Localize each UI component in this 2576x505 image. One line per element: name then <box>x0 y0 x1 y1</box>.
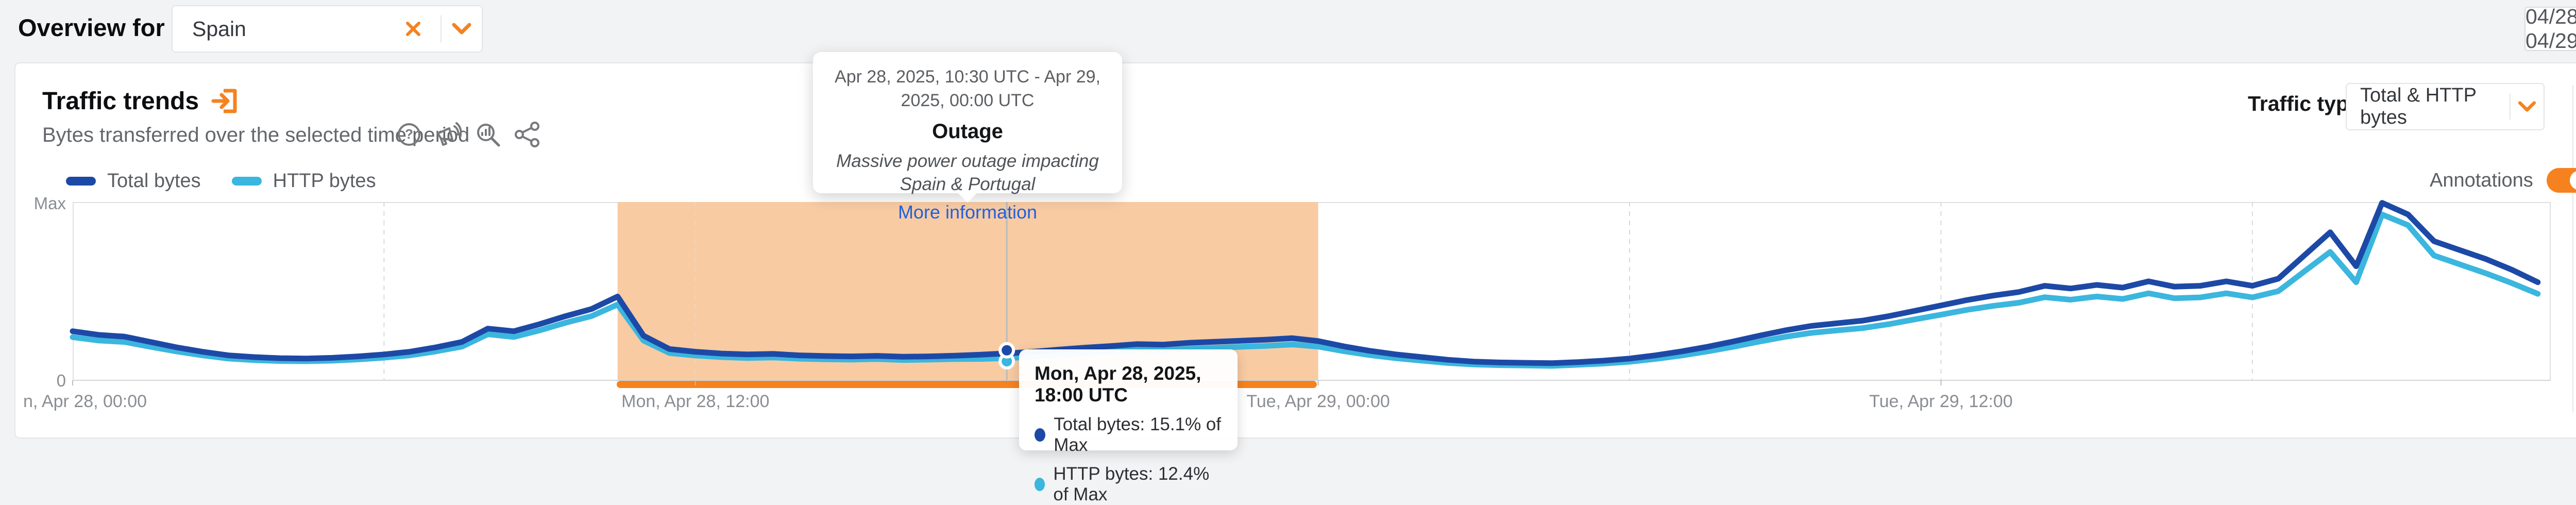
traffic-trends-chart[interactable] <box>70 200 2551 388</box>
x-axis-label: Tue, Apr 29, 12:00 <box>1869 392 2013 411</box>
clear-location-icon[interactable] <box>404 20 440 38</box>
http-bytes-legend-label: HTTP bytes <box>273 170 376 192</box>
traffic-type-value: Total & HTTP bytes <box>2360 85 2477 128</box>
annotations-label: Annotations <box>2430 169 2533 191</box>
hover-timestamp: Mon, Apr 28, 2025, 18:00 UTC <box>1035 363 1201 406</box>
question-circle-icon[interactable]: ? <box>397 122 421 147</box>
protocols-other-legend[interactable]: Other <box>2568 356 2576 380</box>
megaphone-icon[interactable] <box>435 122 462 147</box>
x-axis-label: n, Apr 28, 00:00 <box>23 392 147 411</box>
traffic-type-chevron-down-icon[interactable] <box>2511 100 2544 113</box>
total-bytes-dot <box>1035 428 1046 442</box>
hover-tooltip: Mon, Apr 28, 2025, 18:00 UTC Total bytes… <box>1019 349 1238 504</box>
annotations-toggle[interactable] <box>2546 168 2576 193</box>
http-share-value: 84.9% <box>2568 175 2576 211</box>
x-axis-label: Mon, Apr 28, 12:00 <box>621 392 770 411</box>
section-divider <box>2572 85 2573 412</box>
hover-http-value: HTTP bytes: 12.4% of Max <box>1053 464 1210 504</box>
protocols-http-legend[interactable]: HTTP <box>2568 150 2576 179</box>
y-axis-zero-label: 0 <box>56 371 66 390</box>
x-axis-label: Tue, Apr 29, 00:00 <box>1246 392 1390 411</box>
traffic-trends-title: Traffic trends <box>42 87 199 115</box>
total-bytes-legend-swatch <box>66 177 96 186</box>
outage-period: Apr 28, 2025, 10:30 UTC - Apr 29, 2025, … <box>835 67 1100 110</box>
arrow-into-box-icon[interactable] <box>211 87 240 115</box>
hover-total-value: Total bytes: 15.1% of Max <box>1054 414 1222 455</box>
http-bytes-dot <box>1035 478 1045 491</box>
total-bytes-legend-label: Total bytes <box>107 170 201 192</box>
date-range-value: 04/28/2025 → 04/29/2025 <box>2526 5 2576 53</box>
chart-legend: Total bytes HTTP bytes <box>66 170 396 192</box>
traffic-type-label: Traffic type <box>2248 92 2361 115</box>
share-nodes-icon[interactable] <box>514 122 540 147</box>
divider <box>2510 94 2511 120</box>
magnifier-chart-icon[interactable] <box>475 122 501 147</box>
y-axis-max-label: Max <box>33 194 66 213</box>
page-title: Overview for <box>18 14 165 41</box>
location-selector[interactable]: Spain <box>172 5 483 53</box>
date-range-picker[interactable]: 04/28/2025 → 04/29/2025 <box>2524 5 2576 53</box>
location-chevron-down-icon[interactable] <box>442 22 482 36</box>
location-selector-value: Spain <box>192 16 246 41</box>
tooltip-caret <box>957 192 978 203</box>
other-share-value: 15.1% <box>2568 380 2576 416</box>
outage-annotation-tooltip: Apr 28, 2025, 10:30 UTC - Apr 29, 2025, … <box>813 52 1122 223</box>
divider <box>440 15 442 42</box>
http-bytes-legend-swatch <box>231 177 262 186</box>
outage-title: Outage <box>932 120 1003 143</box>
more-information-link[interactable]: More information <box>897 201 1038 223</box>
svg-text:?: ? <box>405 126 413 142</box>
outage-description: Massive power outage impacting Spain & P… <box>836 150 1099 195</box>
traffic-type-select[interactable]: Total & HTTP bytes <box>2346 83 2545 130</box>
